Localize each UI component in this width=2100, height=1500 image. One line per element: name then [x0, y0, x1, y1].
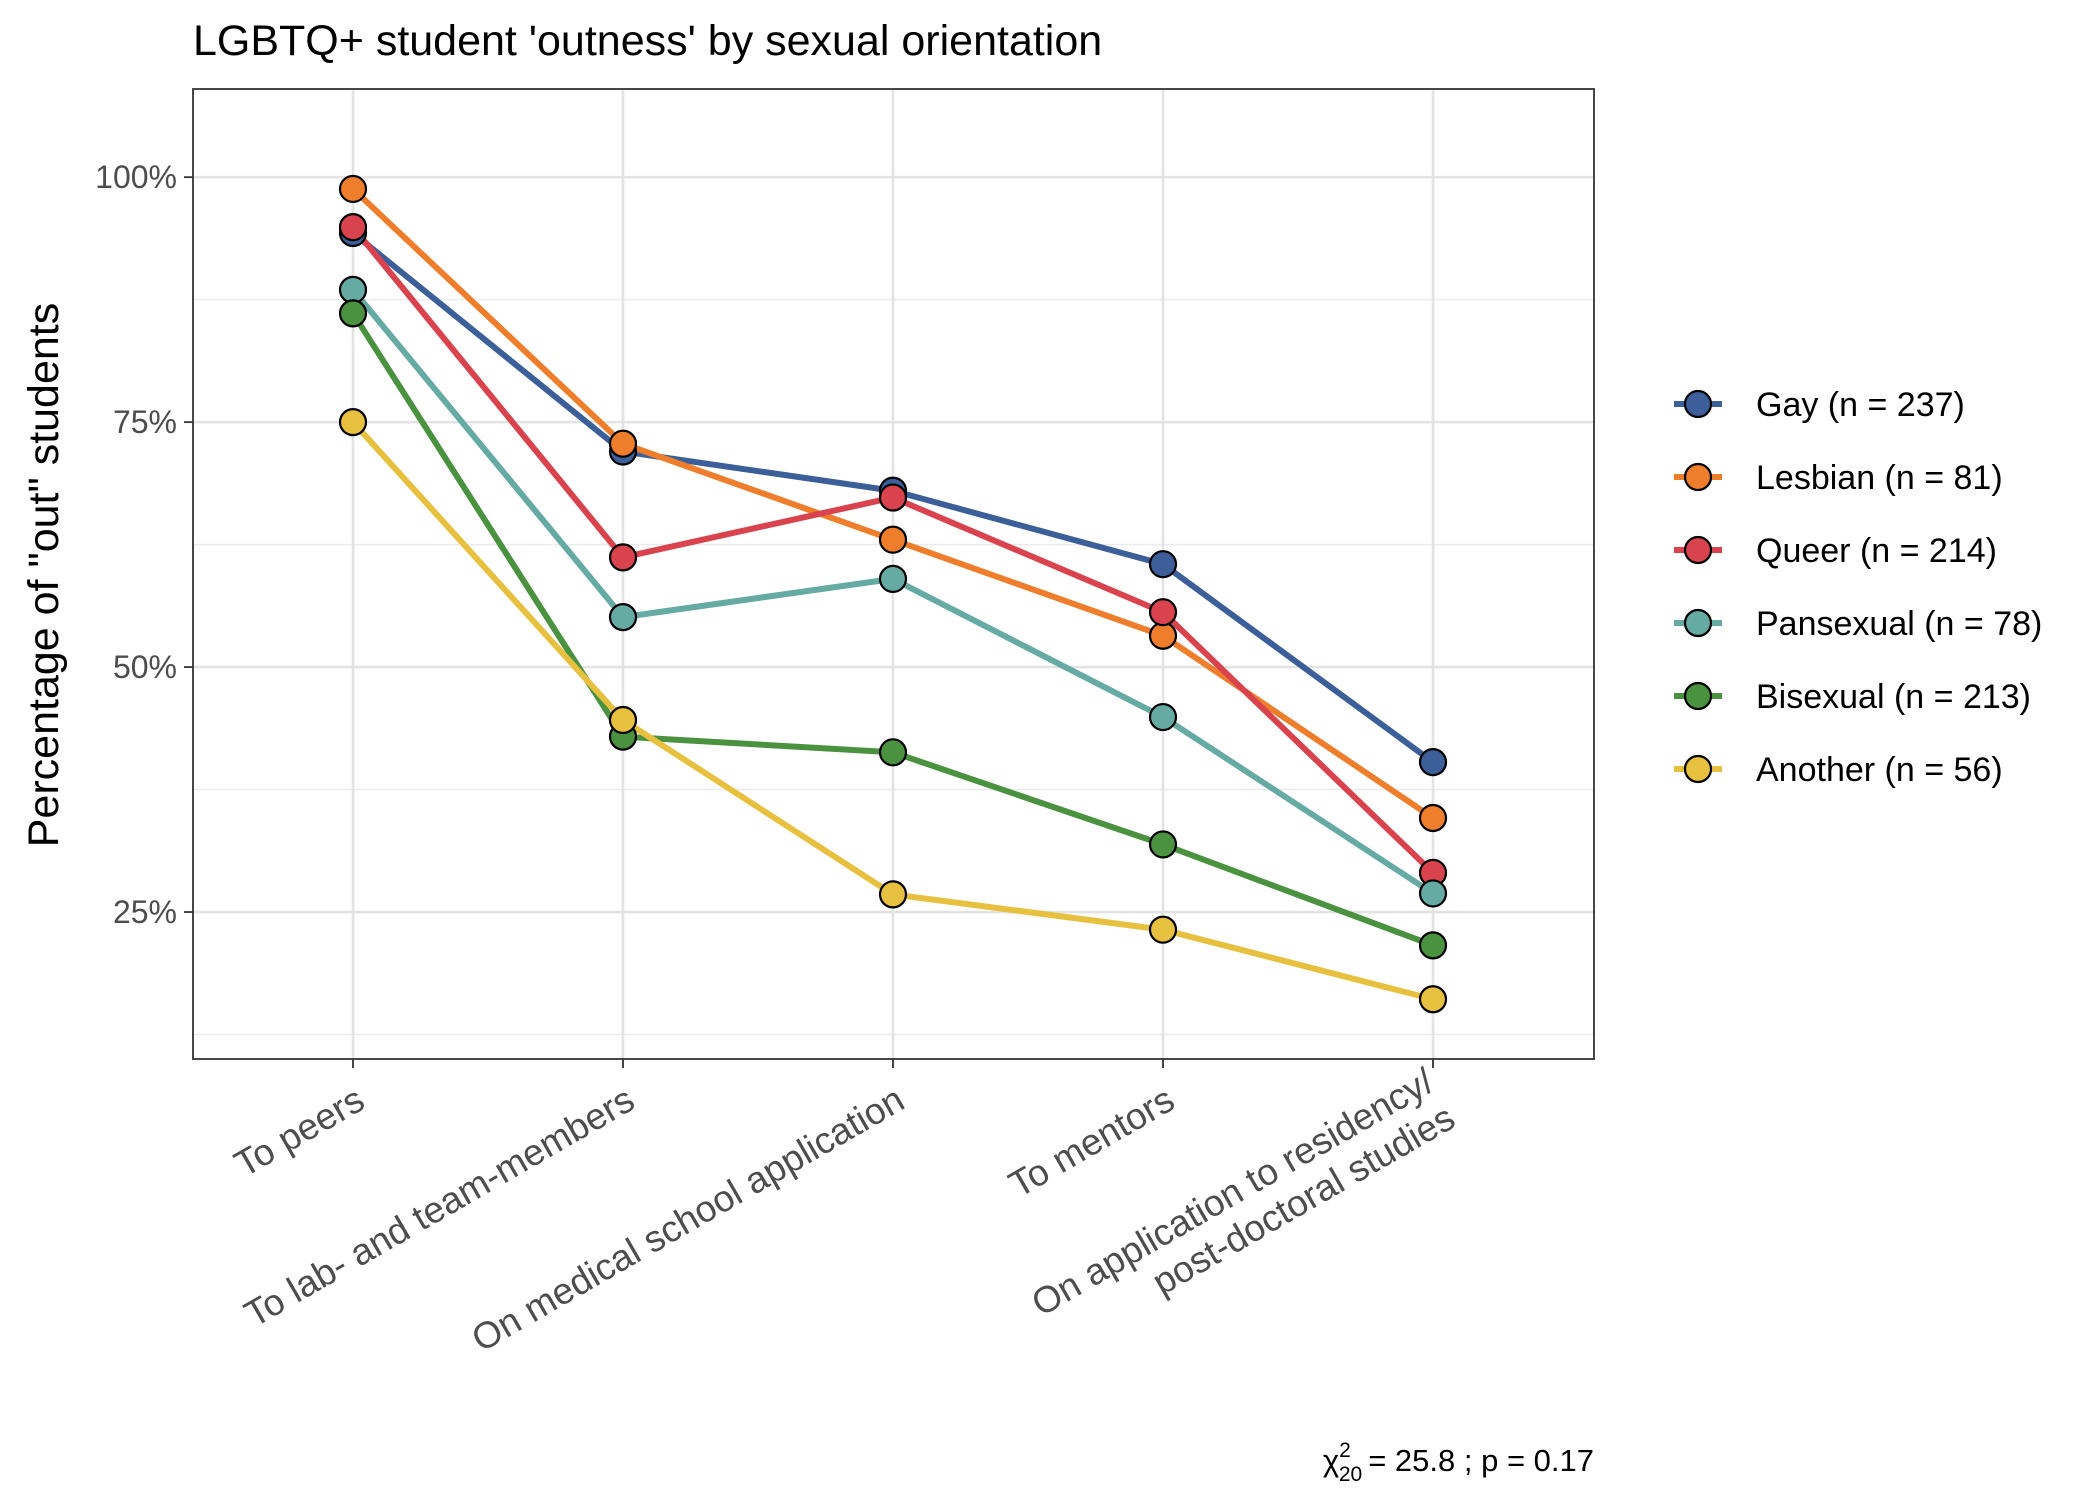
data-point: [338, 275, 368, 304]
legend-key-marker: [1683, 535, 1713, 565]
data-point: [338, 408, 368, 437]
legend-label: Queer (n = 214): [1756, 532, 1997, 570]
legend-label: Bisexual (n = 213): [1756, 678, 2031, 716]
data-point: [1148, 598, 1178, 627]
legend-label: Lesbian (n = 81): [1756, 459, 2003, 497]
legend-key-marker: [1683, 754, 1713, 784]
legend-item: Queer (n = 214): [1674, 532, 1997, 570]
data-point: [878, 564, 908, 593]
x-tick-label: To mentors: [1002, 1078, 1181, 1205]
chi-symbol: χ: [1323, 1443, 1339, 1478]
data-point: [1418, 879, 1448, 908]
legend-item: Another (n = 56): [1674, 751, 2003, 789]
legend-item: Lesbian (n = 81): [1674, 459, 2003, 497]
legend-label: Pansexual (n = 78): [1756, 605, 2042, 643]
data-point: [1148, 702, 1178, 732]
data-point: [1148, 830, 1178, 859]
chi-square-annotation: χ2 20 = 25.8 ; p = 0.17: [1323, 1439, 1594, 1486]
data-point: [608, 705, 638, 735]
legend-label: Another (n = 56): [1756, 751, 2003, 789]
data-point: [338, 299, 368, 328]
data-point: [608, 543, 638, 572]
x-tick-label: To peers: [228, 1078, 371, 1184]
y-tick-label: 25%: [113, 894, 177, 930]
legend: Gay (n = 237) Lesbian (n = 81) Queer (n = …: [1674, 386, 2042, 789]
chi-square-result: = 25.8 ; p = 0.17: [1368, 1443, 1594, 1478]
x-tick-label: On medical school application: [465, 1078, 911, 1359]
data-point: [1418, 931, 1448, 960]
data-point: [1418, 985, 1448, 1014]
data-point: [1148, 621, 1178, 650]
data-point: [1418, 748, 1448, 777]
data-point: [878, 738, 908, 767]
data-point: [338, 213, 368, 242]
legend-key-marker: [1683, 462, 1713, 492]
data-point: [878, 880, 908, 909]
legend-label: Gay (n = 237): [1756, 386, 1965, 424]
data-point: [338, 174, 368, 204]
chi-superscript: 2: [1339, 1439, 1351, 1462]
series-layer: [338, 174, 1448, 1014]
x-tick-label: On application to residency/post-doctora…: [1025, 1060, 1463, 1361]
legend-key-marker: [1683, 681, 1713, 711]
chi-subscript: 20: [1339, 1463, 1362, 1486]
legend-key-marker: [1683, 389, 1713, 419]
data-point: [608, 603, 638, 632]
legend-item: Gay (n = 237): [1674, 386, 1965, 424]
y-tick-label: 50%: [113, 649, 177, 685]
legend-item: Pansexual (n = 78): [1674, 605, 2042, 643]
y-axis-label: Percentage of "out" students: [20, 303, 68, 848]
data-point: [1418, 803, 1448, 833]
data-point: [878, 483, 908, 512]
y-tick-label: 75%: [113, 404, 177, 440]
legend-key-marker: [1683, 608, 1713, 638]
chart-title: LGBTQ+ student 'outness' by sexual orien…: [193, 17, 1102, 65]
data-point: [1148, 915, 1178, 944]
legend-item: Bisexual (n = 213): [1674, 678, 2031, 716]
data-point: [1148, 550, 1178, 579]
data-point: [878, 525, 908, 554]
data-point: [608, 429, 638, 458]
y-tick-label: 100%: [95, 159, 177, 195]
y-axis-ticks: 25% 50% 75% 100%: [95, 159, 193, 930]
